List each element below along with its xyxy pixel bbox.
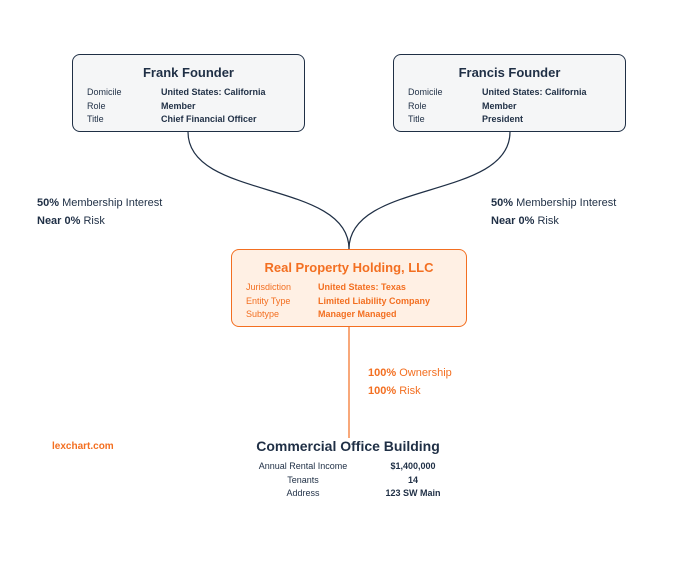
- edge-line: Near 0% Risk: [37, 213, 162, 231]
- edge-pct: Near 0%: [491, 215, 534, 227]
- asset-label: Tenants: [238, 474, 368, 488]
- asset-label: Annual Rental Income: [238, 460, 368, 474]
- attr-row: Role Member: [87, 100, 290, 114]
- attr-row: Subtype Manager Managed: [246, 308, 452, 322]
- attr-row: Domicile United States: California: [408, 86, 611, 100]
- attr-value: Member: [482, 100, 517, 114]
- edge-line: 100% Ownership: [368, 365, 452, 383]
- edge-pct: 50%: [37, 197, 59, 209]
- edge-line: Near 0% Risk: [491, 213, 616, 231]
- edge-line: 100% Risk: [368, 383, 452, 401]
- attr-row: Role Member: [408, 100, 611, 114]
- edge-pct: 100%: [368, 385, 396, 397]
- attr-row: Title Chief Financial Officer: [87, 113, 290, 127]
- edge-line: 50% Membership Interest: [491, 195, 616, 213]
- attr-label: Subtype: [246, 308, 318, 322]
- asset-value: 123 SW Main: [368, 487, 458, 501]
- asset-row: Tenants 14: [238, 474, 458, 488]
- edge-left-path: [188, 132, 349, 249]
- asset-rows: Annual Rental Income $1,400,000 Tenants …: [238, 460, 458, 501]
- asset-value: 14: [368, 474, 458, 488]
- asset-value: $1,400,000: [368, 460, 458, 474]
- attr-row: Domicile United States: California: [87, 86, 290, 100]
- edge-pct: 50%: [491, 197, 513, 209]
- edge-rest: Membership Interest: [59, 197, 162, 209]
- edge-rest: Ownership: [396, 367, 452, 379]
- attr-value: Limited Liability Company: [318, 295, 430, 309]
- attr-label: Entity Type: [246, 295, 318, 309]
- edge-pct: 100%: [368, 367, 396, 379]
- edge-rest: Risk: [80, 215, 104, 227]
- asset-title: Commercial Office Building: [228, 438, 468, 454]
- edge-label-right: 50% Membership Interest Near 0% Risk: [491, 195, 616, 230]
- edge-right-path: [349, 132, 510, 249]
- attr-label: Domicile: [408, 86, 482, 100]
- attr-value: United States: California: [482, 86, 587, 100]
- edge-pct: Near 0%: [37, 215, 80, 227]
- attr-label: Role: [408, 100, 482, 114]
- edge-label-left: 50% Membership Interest Near 0% Risk: [37, 195, 162, 230]
- entity-card-title: Real Property Holding, LLC: [246, 260, 452, 275]
- edge-rest: Risk: [534, 215, 558, 227]
- attr-value: Member: [161, 100, 196, 114]
- person-card-title: Francis Founder: [408, 65, 611, 80]
- edge-line: 50% Membership Interest: [37, 195, 162, 213]
- person-card-francis: Francis Founder Domicile United States: …: [393, 54, 626, 132]
- attr-label: Title: [87, 113, 161, 127]
- edge-label-bottom: 100% Ownership 100% Risk: [368, 365, 452, 400]
- edge-rest: Risk: [396, 385, 420, 397]
- asset-row: Address 123 SW Main: [238, 487, 458, 501]
- edge-rest: Membership Interest: [513, 197, 616, 209]
- attr-value: United States: California: [161, 86, 266, 100]
- watermark-text: lexchart.com: [52, 441, 114, 452]
- attr-label: Role: [87, 100, 161, 114]
- attr-value: United States: Texas: [318, 281, 406, 295]
- attr-value: Chief Financial Officer: [161, 113, 257, 127]
- person-card-frank: Frank Founder Domicile United States: Ca…: [72, 54, 305, 132]
- attr-value: President: [482, 113, 523, 127]
- attr-row: Jurisdiction United States: Texas: [246, 281, 452, 295]
- attr-value: Manager Managed: [318, 308, 397, 322]
- asset-row: Annual Rental Income $1,400,000: [238, 460, 458, 474]
- attr-label: Domicile: [87, 86, 161, 100]
- attr-row: Entity Type Limited Liability Company: [246, 295, 452, 309]
- asset-block: Commercial Office Building Annual Rental…: [228, 438, 468, 501]
- attr-row: Title President: [408, 113, 611, 127]
- attr-label: Jurisdiction: [246, 281, 318, 295]
- asset-label: Address: [238, 487, 368, 501]
- attr-label: Title: [408, 113, 482, 127]
- entity-card-llc: Real Property Holding, LLC Jurisdiction …: [231, 249, 467, 327]
- person-card-title: Frank Founder: [87, 65, 290, 80]
